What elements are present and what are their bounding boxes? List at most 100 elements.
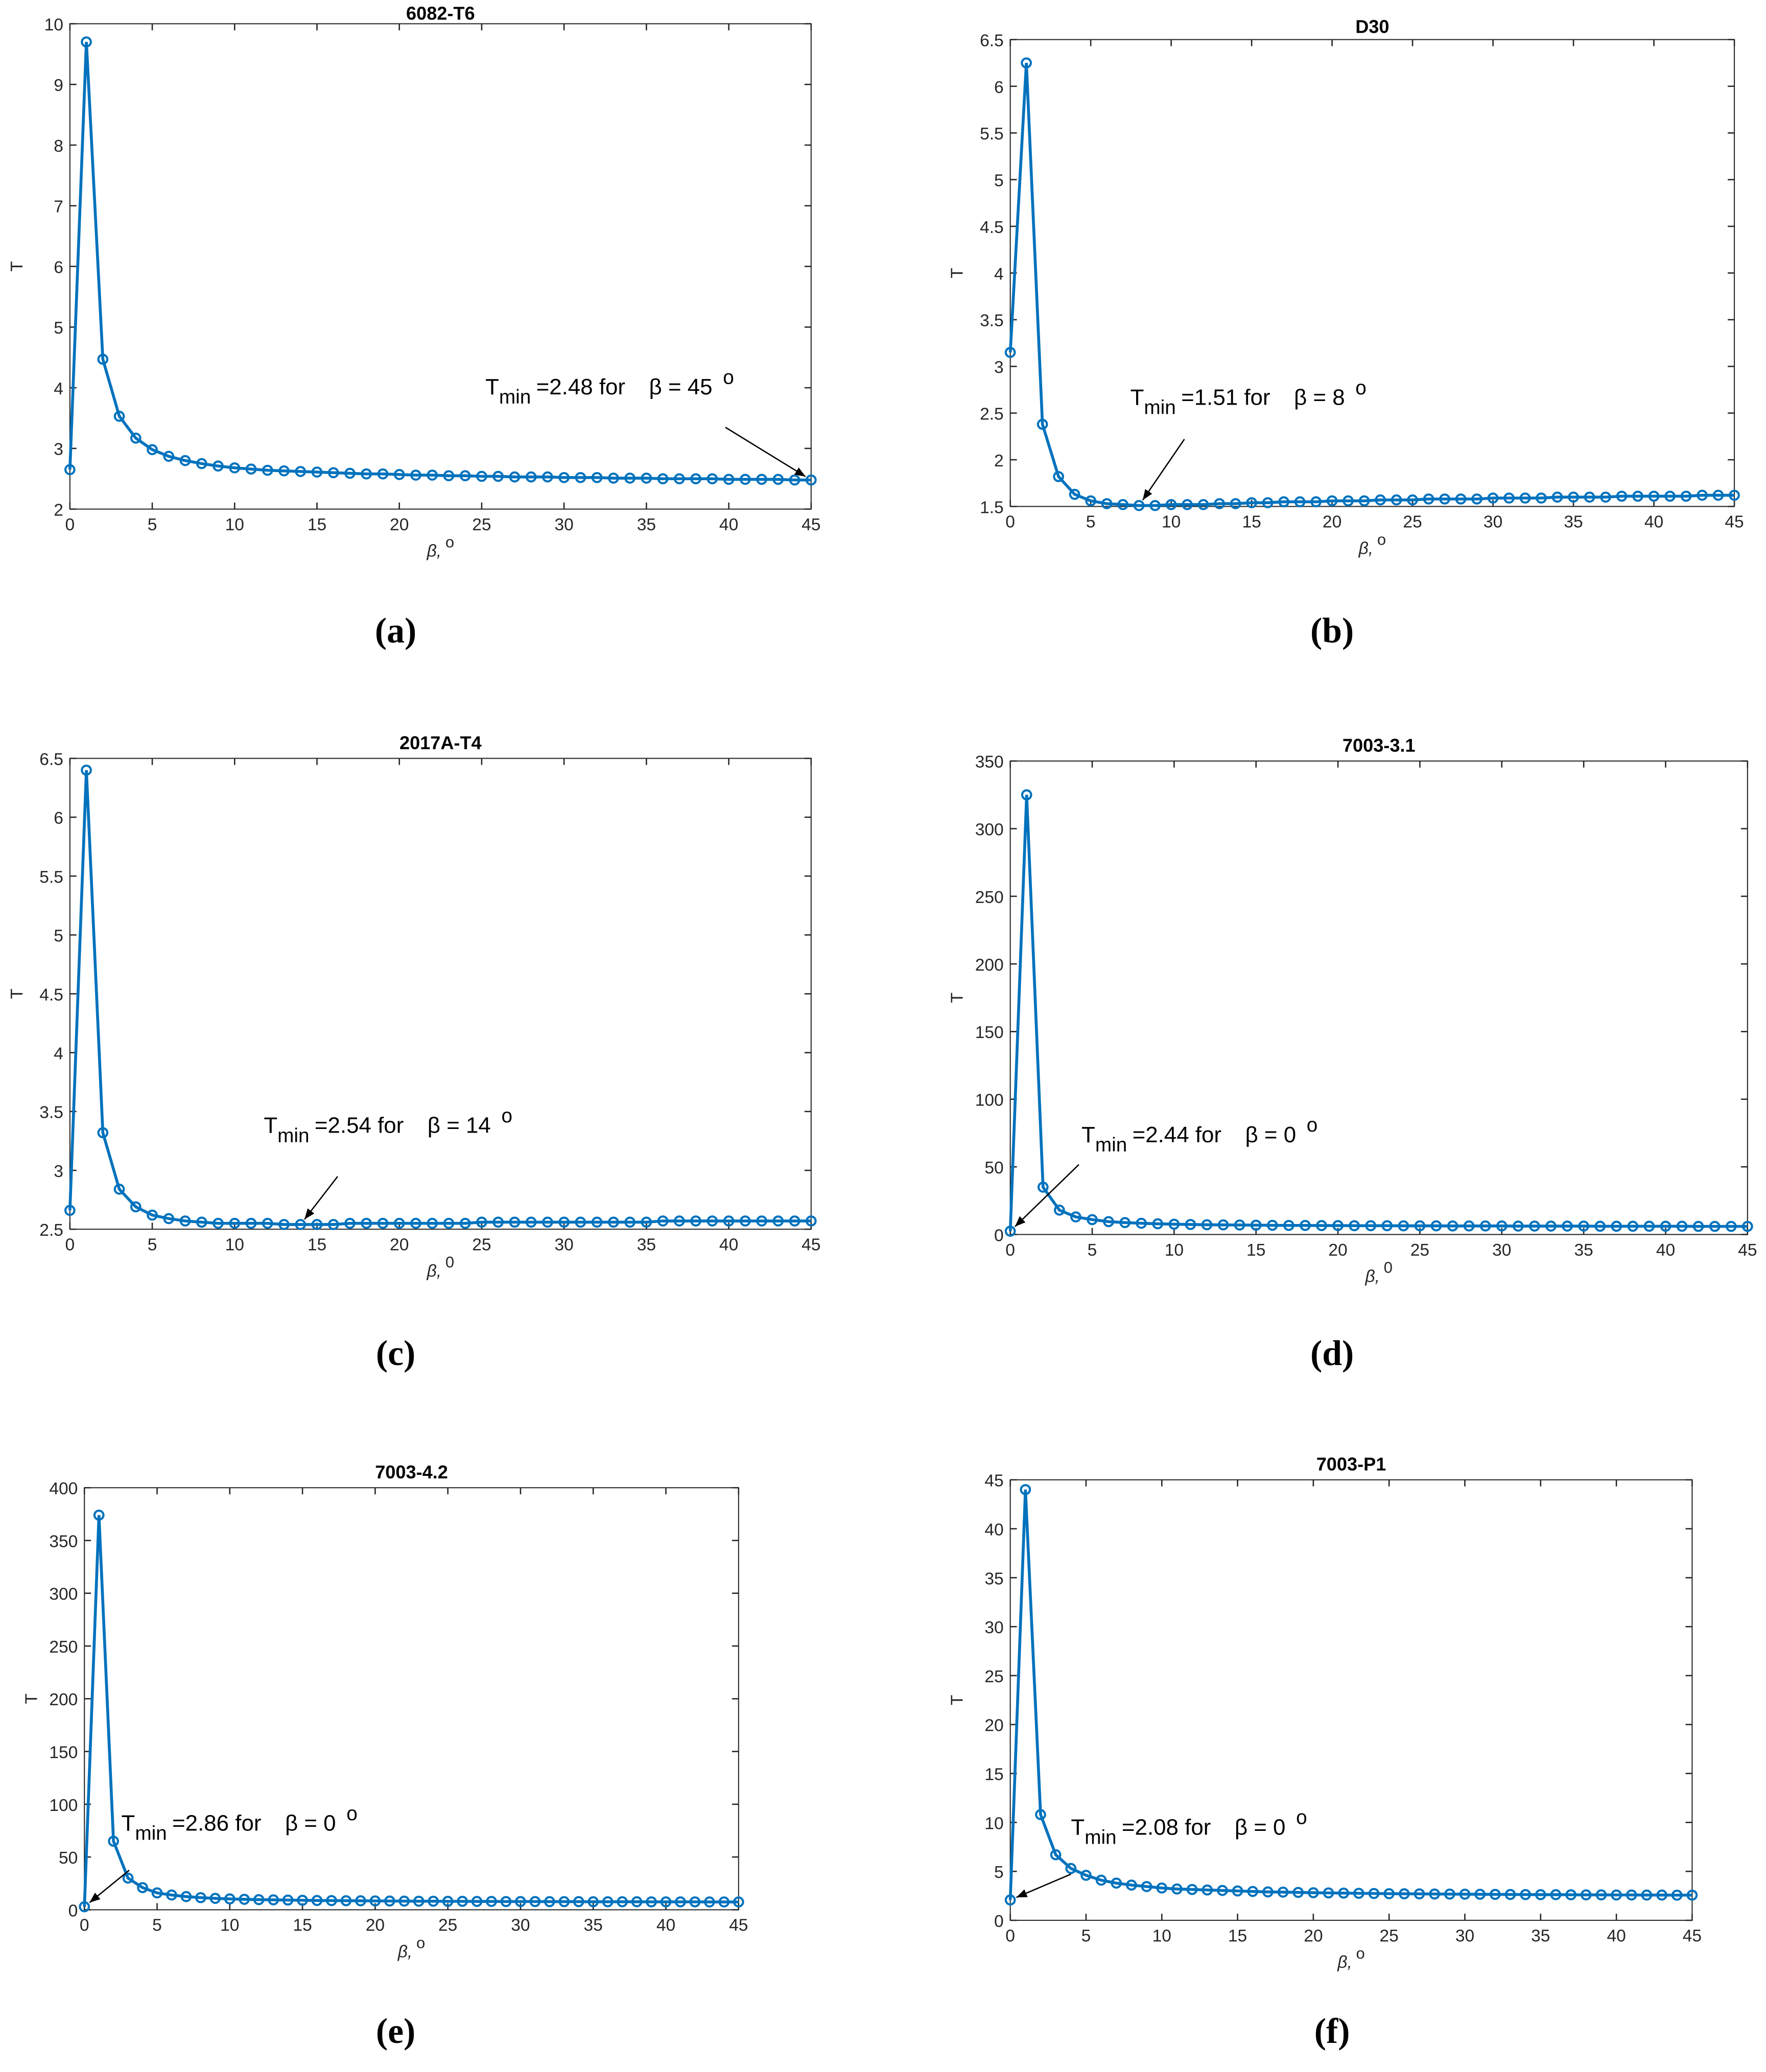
data-point xyxy=(1069,488,1080,500)
plot-area xyxy=(84,1487,739,1911)
x-tick-label: 25 xyxy=(438,1916,457,1935)
y-tick-label: 2 xyxy=(994,452,1004,470)
data-point xyxy=(1004,1894,1016,1906)
annotation-text: =2.86 for xyxy=(172,1811,261,1836)
data-point xyxy=(624,473,635,484)
annotation-beta: β = 8 xyxy=(1294,385,1345,410)
data-point xyxy=(295,1219,307,1230)
y-tick-label: 3 xyxy=(54,440,63,459)
x-tick-label: 35 xyxy=(1564,513,1583,532)
data-point xyxy=(1126,1879,1137,1891)
y-tick-label: 300 xyxy=(975,820,1004,839)
data-point xyxy=(1551,491,1563,503)
data-point xyxy=(1520,1889,1531,1900)
data-point xyxy=(591,1216,603,1228)
y-axis-label: T xyxy=(948,993,967,1003)
data-point xyxy=(410,469,421,481)
data-point xyxy=(443,470,455,482)
y-tick-label: 4 xyxy=(54,380,63,398)
data-point xyxy=(1398,1220,1409,1232)
data-point xyxy=(327,1219,339,1230)
data-point xyxy=(1353,1888,1364,1899)
data-point xyxy=(1648,490,1660,502)
x-tick-label: 30 xyxy=(1492,1241,1511,1260)
data-point xyxy=(575,1216,586,1228)
y-tick-label: 50 xyxy=(984,1159,1003,1178)
data-point xyxy=(81,764,92,776)
annotation-sup: o xyxy=(1307,1114,1318,1136)
x-tick-label: 35 xyxy=(637,515,656,534)
data-point xyxy=(1156,1882,1168,1894)
chart-title: 6082-T6 xyxy=(406,3,475,24)
annotation-arrow xyxy=(1016,1873,1071,1898)
data-point xyxy=(1020,1484,1031,1495)
annotation-arrow xyxy=(725,427,806,477)
data-point xyxy=(1185,1219,1196,1230)
data-point xyxy=(492,1216,504,1228)
data-point xyxy=(213,1217,224,1229)
chart-title: 2017A-T4 xyxy=(399,732,482,753)
data-point xyxy=(707,473,718,485)
annotation-text: =2.48 for xyxy=(536,374,625,399)
y-tick-label: 0 xyxy=(68,1901,78,1920)
annotation-sub: min xyxy=(1095,1134,1127,1156)
x-tick-label: 45 xyxy=(1738,1241,1757,1260)
data-point xyxy=(1407,494,1418,506)
annotation: Tmin =1.51 for β = 8 o xyxy=(1131,377,1367,419)
data-point xyxy=(756,1215,767,1227)
x-tick-label: 10 xyxy=(1152,1926,1171,1945)
x-tick-label: 5 xyxy=(1081,1926,1091,1945)
data-point xyxy=(486,1896,497,1907)
data-point xyxy=(1671,1889,1683,1901)
annotation: Tmin =2.86 for β = 0 o xyxy=(122,1803,358,1845)
data-point xyxy=(471,1896,483,1907)
data-point xyxy=(93,1510,105,1521)
plot-area xyxy=(69,23,812,510)
x-tick-label: 40 xyxy=(656,1916,675,1935)
data-point xyxy=(1381,1220,1393,1232)
data-point xyxy=(1300,1219,1311,1231)
data-point xyxy=(79,1901,90,1913)
annotation-beta: β = 0 xyxy=(1235,1815,1286,1840)
data-point xyxy=(544,1896,555,1908)
x-tick-label: 5 xyxy=(1088,1241,1097,1260)
data-point xyxy=(137,1882,148,1893)
data-point xyxy=(1584,491,1595,503)
x-tick-label: 30 xyxy=(1484,513,1502,532)
data-point xyxy=(575,472,586,483)
y-tick-label: 25 xyxy=(984,1667,1003,1686)
data-point xyxy=(1197,499,1209,510)
data-point xyxy=(1338,1887,1350,1899)
data-point xyxy=(361,1217,372,1229)
x-tick-label: 0 xyxy=(80,1916,89,1935)
data-point xyxy=(1459,1889,1471,1900)
data-point xyxy=(326,1895,337,1906)
data-point xyxy=(245,1217,257,1229)
data-point xyxy=(340,1895,352,1906)
data-point xyxy=(196,458,207,469)
data-point xyxy=(707,1215,718,1227)
data-point xyxy=(268,1894,279,1905)
plot-area xyxy=(69,758,812,1230)
data-point xyxy=(459,1217,471,1229)
data-point xyxy=(1246,497,1257,508)
data-point xyxy=(1087,1214,1098,1226)
data-point xyxy=(689,1896,701,1908)
x-tick-label: 10 xyxy=(225,1236,244,1255)
data-point xyxy=(1697,489,1708,501)
data-point xyxy=(1004,346,1016,358)
y-tick-label: 100 xyxy=(975,1091,1004,1110)
data-point xyxy=(1343,495,1354,507)
y-tick-label: 6.5 xyxy=(39,750,63,769)
data-point xyxy=(410,1217,421,1229)
y-tick-label: 4 xyxy=(994,265,1004,284)
subplot: 0 5 10 15 20 25 30 35 40 45 0 5 10 15 20 25 30 35 40 45 7003… xyxy=(948,1454,1702,2051)
data-point xyxy=(1686,1889,1698,1901)
x-axis-label-sup: o xyxy=(1377,530,1386,548)
data-point xyxy=(1080,1870,1092,1881)
data-point xyxy=(369,1895,381,1906)
subplot: 0 5 10 15 20 25 30 35 40 45 1.5 2 2.5 3 3.5 4 4.5 5 5.5 6 6.… xyxy=(948,16,1744,651)
x-tick-label: 30 xyxy=(554,1236,573,1255)
data-point xyxy=(413,1895,425,1907)
